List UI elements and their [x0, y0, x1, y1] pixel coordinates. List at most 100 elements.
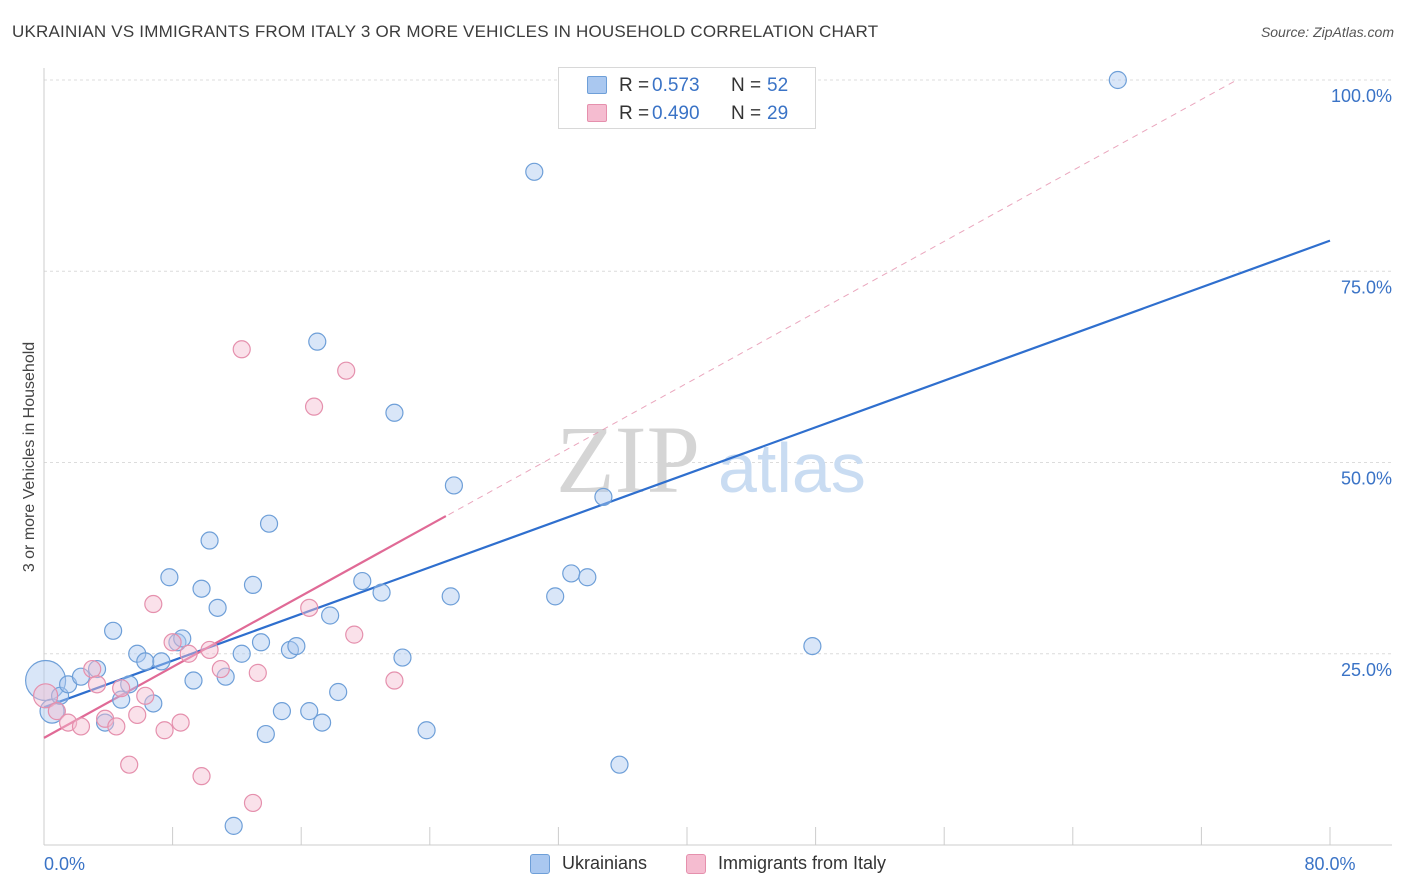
- legend-swatch-pink: [587, 104, 607, 122]
- data-point-ukrainians: [208, 598, 227, 617]
- data-point-ukrainians: [104, 621, 123, 640]
- data-point-ukrainians: [525, 162, 544, 181]
- x-tick-label: 80.0%: [1304, 854, 1355, 874]
- legend-swatch-blue: [587, 76, 607, 94]
- x-tick-label: 0.0%: [44, 854, 85, 874]
- data-point-ukrainians: [251, 633, 271, 652]
- data-point-ukrainians: [444, 476, 464, 495]
- watermark-atlas: atlas: [718, 429, 866, 507]
- legend-swatch-ukrainians: [530, 854, 550, 874]
- data-point-ukrainians: [272, 702, 292, 721]
- data-point-ukrainians: [300, 702, 319, 721]
- data-point-ukrainians: [578, 568, 597, 587]
- y-tick-label: 25.0%: [1341, 660, 1392, 680]
- data-point-ukrainians: [610, 755, 629, 774]
- data-point-ukrainians: [594, 487, 613, 507]
- legend-r-label: R =: [619, 103, 650, 124]
- data-point-italy: [87, 675, 107, 694]
- data-point-italy: [128, 705, 147, 725]
- y-tick-label: 100.0%: [1331, 86, 1392, 106]
- trend-line-italy: [43, 515, 447, 739]
- data-point-ukrainians: [243, 575, 263, 595]
- data-point-ukrainians: [136, 652, 155, 671]
- source-label: Source: ZipAtlas.com: [1260, 24, 1394, 40]
- chart-title: UKRAINIAN VS IMMIGRANTS FROM ITALY 3 OR …: [12, 22, 879, 41]
- legend-r-value: 0.490: [652, 103, 700, 124]
- watermark: ZIP atlas: [556, 406, 866, 513]
- data-point-italy: [232, 340, 251, 359]
- data-point-ukrainians: [184, 671, 203, 690]
- series-legend: Ukrainians Immigrants from Italy: [0, 852, 1406, 878]
- data-point-italy: [179, 644, 198, 663]
- data-point-italy: [83, 659, 102, 679]
- data-point-ukrainians: [353, 571, 372, 591]
- data-point-ukrainians: [803, 636, 822, 656]
- data-point-italy: [345, 625, 364, 644]
- data-point-italy: [155, 721, 174, 740]
- data-point-ukrainians: [95, 713, 115, 732]
- data-point-ukrainians: [200, 531, 219, 550]
- data-point-italy: [107, 717, 126, 736]
- data-point-italy: [112, 679, 131, 698]
- data-point-italy: [136, 686, 155, 705]
- data-point-italy: [385, 671, 404, 690]
- data-point-italy: [211, 659, 230, 679]
- data-point-italy: [171, 713, 190, 732]
- y-tick-label: 50.0%: [1341, 469, 1392, 489]
- data-point-italy: [120, 755, 139, 774]
- legend-swatch-italy: [686, 854, 706, 874]
- data-point-italy: [33, 683, 59, 709]
- data-point-ukrainians: [173, 629, 192, 648]
- data-point-ukrainians: [312, 713, 332, 732]
- data-point-ukrainians: [87, 659, 107, 679]
- data-point-italy: [304, 397, 324, 416]
- legend-n-label: N =: [731, 75, 762, 96]
- data-point-italy: [248, 663, 267, 682]
- tick-labels: 25.0% 50.0% 75.0% 100.0% 0.0% 80.0%: [44, 86, 1392, 874]
- data-point-ukrainians: [192, 579, 211, 598]
- data-point-ukrainians: [232, 644, 251, 663]
- data-point-italy: [243, 793, 263, 813]
- data-point-italy: [47, 702, 66, 721]
- data-point-ukrainians: [259, 514, 279, 533]
- legend-r-value: 0.573: [652, 75, 700, 96]
- trend-lines: [43, 79, 1331, 739]
- y-tick-label: 75.0%: [1341, 277, 1392, 297]
- data-point-ukrainians: [372, 583, 391, 602]
- trend-line-ukrainians: [43, 239, 1331, 709]
- data-point-ukrainians: [329, 682, 348, 702]
- data-point-italy: [71, 717, 91, 736]
- data-point-ukrainians: [224, 816, 243, 835]
- legend-r-label: R =: [619, 75, 650, 96]
- data-point-ukrainians: [385, 403, 404, 422]
- data-point-ukrainians: [160, 568, 179, 587]
- data-point-italy: [144, 594, 163, 614]
- legend-label-italy: Immigrants from Italy: [718, 853, 887, 873]
- legend-row-italy: R = 0.490 N = 29: [559, 101, 815, 127]
- data-point-italy: [200, 640, 219, 660]
- data-point-ukrainians: [441, 587, 460, 606]
- data-point-italy: [163, 633, 182, 652]
- data-point-italy: [300, 598, 319, 617]
- data-point-italy: [337, 361, 356, 380]
- data-point-ukrainians: [256, 724, 275, 744]
- legend-n-label: N =: [731, 103, 762, 124]
- legend-label-ukrainians: Ukrainians: [562, 853, 648, 873]
- data-point-ukrainians: [152, 652, 171, 671]
- data-point-ukrainians: [562, 564, 581, 583]
- data-point-italy: [192, 767, 211, 786]
- data-point-ukrainians: [417, 721, 436, 740]
- legend-row-ukrainians: R = 0.573 N = 52: [559, 73, 815, 99]
- data-points: [25, 70, 1127, 835]
- data-point-ukrainians: [321, 606, 340, 625]
- grid-lines: [44, 79, 1392, 655]
- legend-n-value: 52: [767, 75, 789, 96]
- watermark-zip: ZIP: [556, 406, 700, 513]
- data-point-ukrainians: [393, 648, 412, 667]
- data-point-ukrainians: [1108, 70, 1127, 90]
- data-point-ukrainians: [308, 332, 327, 351]
- data-point-ukrainians: [546, 587, 565, 606]
- trend-line-italy-extended: [43, 79, 1238, 739]
- data-point-ukrainians: [287, 636, 306, 656]
